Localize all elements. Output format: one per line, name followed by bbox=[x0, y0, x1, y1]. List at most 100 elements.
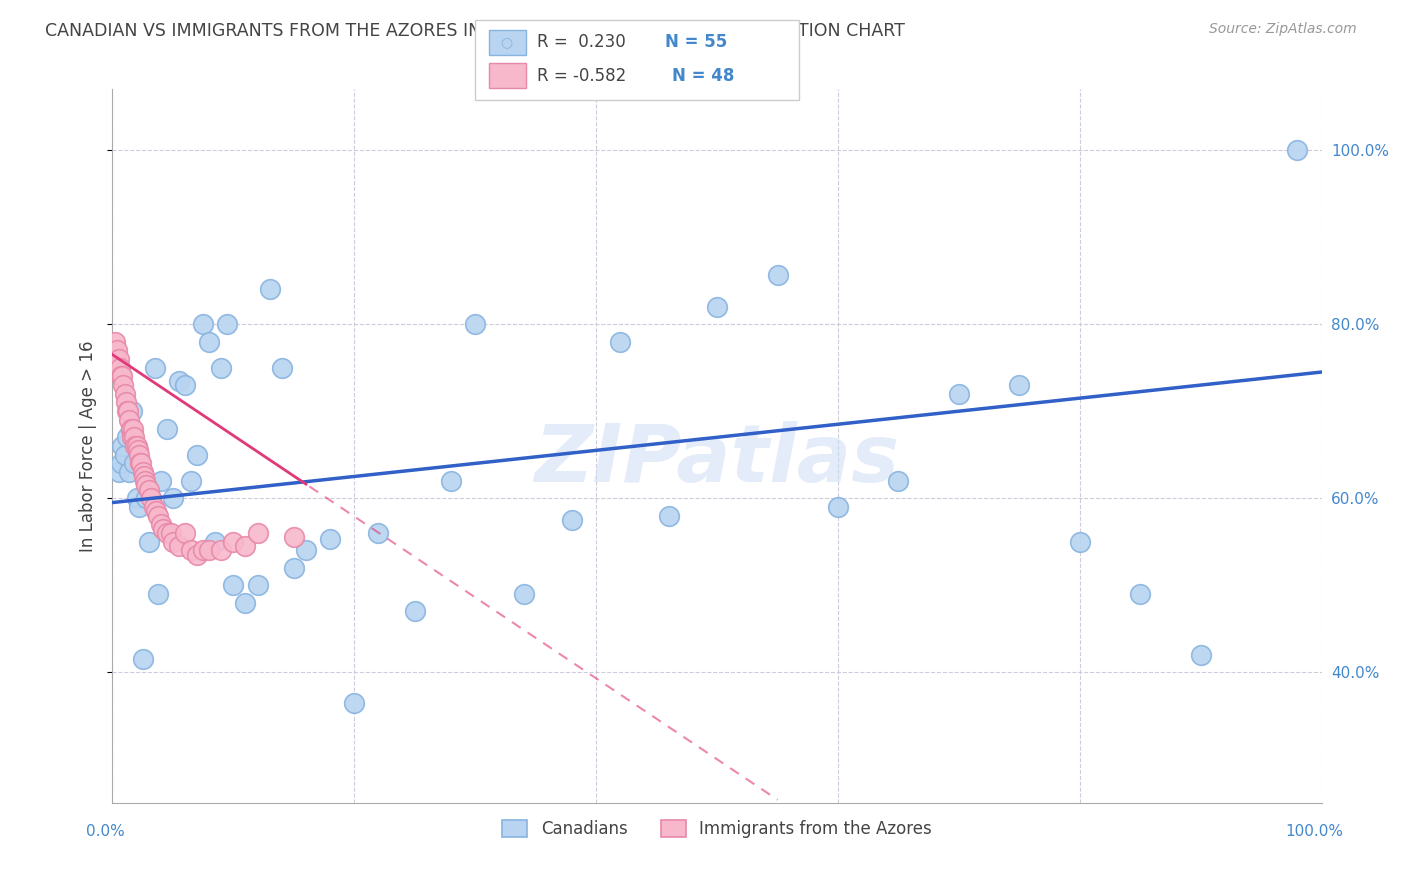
Point bbox=[105, 351, 128, 366]
Point bbox=[120, 421, 142, 435]
Text: CANADIAN VS IMMIGRANTS FROM THE AZORES IN LABOR FORCE | AGE > 16 CORRELATION CHA: CANADIAN VS IMMIGRANTS FROM THE AZORES I… bbox=[45, 22, 905, 40]
Point bbox=[105, 343, 128, 358]
Point bbox=[948, 386, 970, 401]
Point bbox=[122, 430, 145, 444]
Point bbox=[186, 448, 208, 462]
Point bbox=[138, 483, 160, 497]
Point bbox=[107, 465, 129, 479]
Point bbox=[122, 457, 145, 471]
Point bbox=[222, 534, 245, 549]
Point bbox=[131, 457, 153, 471]
Point bbox=[404, 604, 426, 618]
Point bbox=[367, 526, 389, 541]
Point bbox=[235, 539, 257, 553]
Point bbox=[167, 539, 190, 553]
Point bbox=[114, 395, 136, 409]
Point bbox=[246, 578, 269, 592]
Point bbox=[609, 334, 631, 349]
Point bbox=[209, 360, 232, 375]
Text: N = 55: N = 55 bbox=[665, 33, 727, 51]
Point bbox=[191, 317, 214, 331]
Point bbox=[112, 378, 135, 392]
Point bbox=[148, 587, 170, 601]
Point bbox=[887, 474, 910, 488]
Point bbox=[152, 522, 174, 536]
Point bbox=[270, 360, 292, 375]
Point bbox=[128, 448, 150, 462]
Point bbox=[132, 652, 155, 666]
Point bbox=[104, 334, 127, 349]
Y-axis label: In Labor Force | Age > 16: In Labor Force | Age > 16 bbox=[79, 340, 97, 552]
Point bbox=[319, 532, 342, 546]
Point bbox=[149, 517, 172, 532]
Text: ZIPatlas: ZIPatlas bbox=[534, 421, 900, 500]
Legend: Canadians, Immigrants from the Azores: Canadians, Immigrants from the Azores bbox=[496, 813, 938, 845]
Point bbox=[706, 300, 728, 314]
Point bbox=[246, 526, 269, 541]
Point bbox=[122, 421, 145, 435]
Point bbox=[283, 530, 305, 544]
Point bbox=[1129, 587, 1152, 601]
Text: N = 48: N = 48 bbox=[672, 67, 734, 85]
Point bbox=[766, 268, 789, 283]
Point bbox=[111, 369, 134, 384]
Text: ○: ○ bbox=[501, 35, 512, 49]
Point bbox=[343, 696, 366, 710]
Point bbox=[124, 439, 146, 453]
Point bbox=[222, 578, 245, 592]
Point bbox=[125, 491, 148, 506]
Point bbox=[1008, 378, 1031, 392]
Point bbox=[111, 439, 134, 453]
Point bbox=[180, 543, 202, 558]
Point bbox=[121, 404, 143, 418]
Point bbox=[1189, 648, 1212, 662]
Point bbox=[141, 491, 163, 506]
Text: 0.0%: 0.0% bbox=[86, 824, 125, 838]
Point bbox=[156, 421, 179, 435]
Point bbox=[114, 386, 136, 401]
Point bbox=[204, 534, 226, 549]
Point bbox=[191, 543, 214, 558]
Point bbox=[827, 500, 849, 514]
Point bbox=[159, 526, 181, 541]
Point bbox=[118, 465, 141, 479]
Point bbox=[561, 513, 583, 527]
Point bbox=[120, 421, 142, 435]
Point bbox=[110, 457, 132, 471]
Point bbox=[143, 360, 166, 375]
Point bbox=[145, 504, 167, 518]
Point bbox=[174, 526, 197, 541]
Point bbox=[1286, 143, 1309, 157]
Point bbox=[117, 404, 139, 418]
Point bbox=[1069, 534, 1091, 549]
Point bbox=[129, 457, 152, 471]
Point bbox=[134, 474, 156, 488]
Point bbox=[127, 443, 149, 458]
Point bbox=[135, 478, 157, 492]
Point bbox=[217, 317, 239, 331]
Text: Source: ZipAtlas.com: Source: ZipAtlas.com bbox=[1209, 22, 1357, 37]
Point bbox=[142, 500, 165, 514]
Point bbox=[110, 369, 132, 384]
Point bbox=[108, 360, 131, 375]
Point bbox=[114, 448, 136, 462]
Point bbox=[121, 430, 143, 444]
Point bbox=[295, 543, 318, 558]
Text: R = -0.582: R = -0.582 bbox=[537, 67, 626, 85]
Point bbox=[167, 374, 190, 388]
Point bbox=[464, 317, 486, 331]
Point bbox=[440, 474, 463, 488]
Point bbox=[512, 587, 534, 601]
Point bbox=[198, 543, 221, 558]
Point bbox=[162, 534, 184, 549]
Point bbox=[128, 500, 150, 514]
Point bbox=[135, 491, 157, 506]
Point bbox=[118, 413, 141, 427]
Point bbox=[235, 596, 257, 610]
Point bbox=[198, 334, 221, 349]
Point bbox=[125, 439, 148, 453]
Point bbox=[174, 378, 197, 392]
Point bbox=[149, 474, 172, 488]
Point bbox=[162, 491, 184, 506]
Point bbox=[209, 543, 232, 558]
